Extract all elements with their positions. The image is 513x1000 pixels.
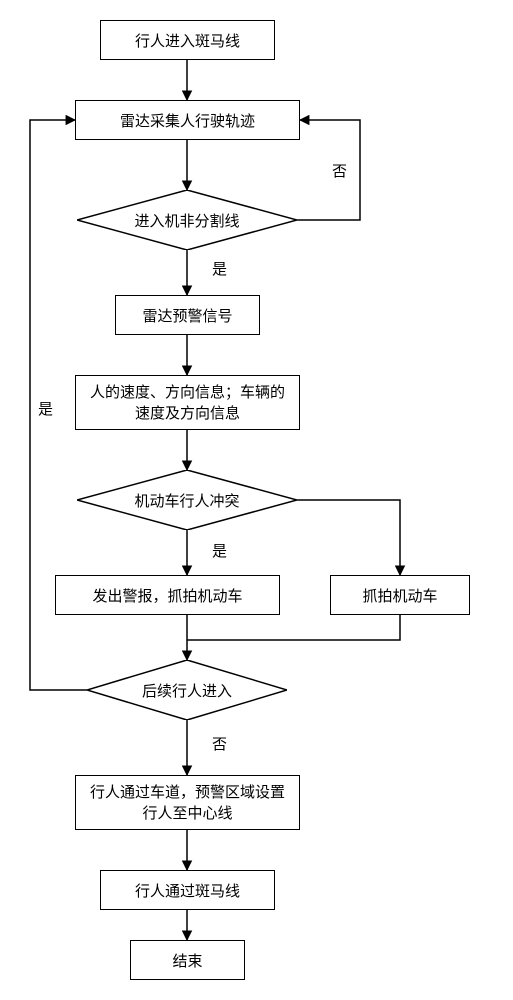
flow-decision-more-ped: 后续行人进入 xyxy=(87,660,287,720)
edge-label-yes-2: 是 xyxy=(210,540,229,561)
decision-text: 后续行人进入 xyxy=(87,660,287,720)
edge-label-yes-3: 是 xyxy=(36,398,55,419)
flow-node-radar-collect: 雷达采集人行驶轨迹 xyxy=(75,100,300,140)
decision-text: 机动车行人冲突 xyxy=(77,470,297,530)
flow-node-end: 结束 xyxy=(130,940,245,980)
flow-decision-enter-line: 进入机非分割线 xyxy=(77,190,297,250)
flow-node-radar-warning: 雷达预警信号 xyxy=(115,295,260,335)
edge-label-no-2: 否 xyxy=(210,733,229,754)
flow-node-start: 行人进入斑马线 xyxy=(100,20,275,60)
decision-text: 进入机非分割线 xyxy=(77,190,297,250)
edge-label-yes-1: 是 xyxy=(210,258,229,279)
flow-node-capture: 抓拍机动车 xyxy=(330,575,470,615)
flow-node-pass-crosswalk: 行人通过斑马线 xyxy=(100,870,275,910)
flow-node-speed-info: 人的速度、方向信息；车辆的速度及方向信息 xyxy=(75,375,300,430)
edge-label-no-1: 否 xyxy=(330,160,349,181)
flow-decision-conflict: 机动车行人冲突 xyxy=(77,470,297,530)
flow-node-alarm-capture: 发出警报，抓拍机动车 xyxy=(55,575,280,615)
flow-node-pass-lane: 行人通过车道，预警区域设置行人至中心线 xyxy=(75,775,300,830)
